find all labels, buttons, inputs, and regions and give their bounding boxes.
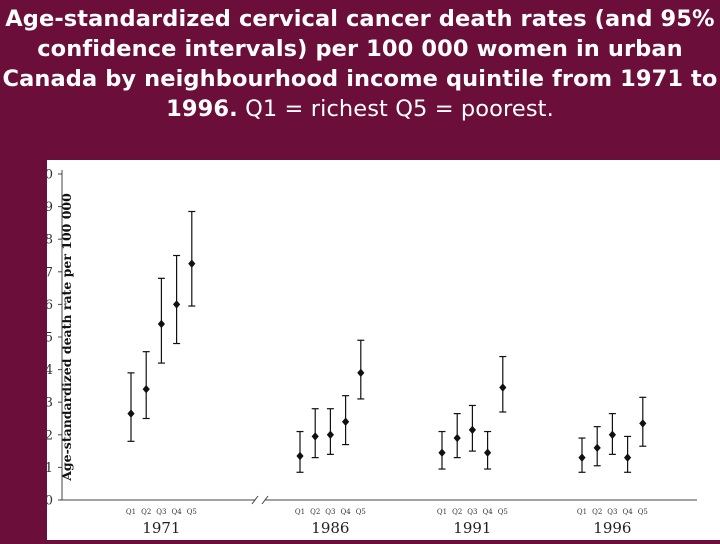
x-tick-label-1971-Q2: Q2 [141,508,151,516]
point-1971-Q1 [127,409,135,418]
x-tick-label-1986-Q2: Q2 [310,508,320,516]
point-1996-Q2 [593,443,601,453]
x-tick-label-1971-Q5: Q5 [187,508,197,516]
y-tick-label-1: 1 [47,461,53,476]
y-tick-label-2: 2 [47,428,53,443]
x-tick-label-1986-Q5: Q5 [356,508,366,516]
y-tick-label-0: 0 [47,494,53,509]
point-1996-Q4 [624,453,632,462]
x-tick-label-1996-Q1: Q1 [577,508,587,516]
point-1996-Q1 [578,453,586,462]
chart-svg: Age-standardized death rate per 100 000 … [36,168,697,537]
x-tick-label-1986-Q3: Q3 [325,508,335,516]
y-tick-label-3: 3 [47,396,53,411]
y-axis-label: Age-standardized death rate per 100 000 [59,193,74,482]
y-tick-label-4: 4 [47,363,53,378]
x-tick-label-1991-Q1: Q1 [437,508,447,516]
axis-break-mark-1 [251,495,259,505]
x-tick-label-1991-Q4: Q4 [482,508,493,516]
x-tick-label-1991-Q5: Q5 [498,508,508,516]
chart-title-main: Age-standardized cervical cancer death r… [2,6,718,122]
x-tick-label-1986-Q4: Q4 [340,508,351,516]
x-tick-label-1971-Q4: Q4 [171,508,182,516]
point-1986-Q2 [311,432,319,441]
point-1996-Q5 [639,419,647,428]
y-tick-label-7: 7 [47,265,53,280]
x-tick-label-1996-Q4: Q4 [622,508,633,516]
x-tick-label-1996-Q2: Q2 [592,508,602,516]
group-label-1991: 1991 [453,519,491,537]
point-1991-Q4 [484,448,492,457]
group-label-1971: 1971 [142,519,180,537]
point-1986-Q3 [326,430,334,439]
point-1986-Q5 [357,368,365,378]
x-tick-label-1971-Q3: Q3 [156,508,166,516]
y-tick-label-9: 9 [47,200,53,215]
x-tick-label-1986-Q1: Q1 [295,508,305,516]
group-label-1986: 1986 [311,519,349,537]
plot-panel: Age-standardized death rate per 100 000 … [36,160,720,540]
chart-title-note: Q1 = richest Q5 = poorest. [237,96,554,122]
point-1971-Q2 [142,384,150,394]
point-1971-Q5 [188,259,196,268]
point-1991-Q1 [438,448,446,457]
group-label-1996: 1996 [593,519,631,537]
y-tick-label-6: 6 [47,298,53,313]
x-tick-label-1991-Q2: Q2 [452,508,462,516]
point-1991-Q5 [499,383,507,392]
y-tick-label-10: 10 [47,168,53,183]
point-1991-Q3 [468,425,476,435]
x-tick-label-1996-Q3: Q3 [607,508,617,516]
axis-break-mark-2 [261,495,269,505]
x-tick-label-1991-Q3: Q3 [467,508,477,516]
x-tick-label-1996-Q5: Q5 [638,508,648,516]
point-1986-Q1 [296,451,304,461]
point-1991-Q2 [453,433,461,443]
point-1971-Q3 [157,319,165,329]
x-tick-label-1971-Q1: Q1 [126,508,136,516]
y-tick-label-8: 8 [47,233,53,248]
y-tick-label-5: 5 [47,331,53,346]
chart-title: Age-standardized cervical cancer death r… [0,4,720,124]
point-1996-Q3 [608,430,616,439]
point-1971-Q4 [173,300,181,309]
point-1986-Q4 [342,417,350,426]
